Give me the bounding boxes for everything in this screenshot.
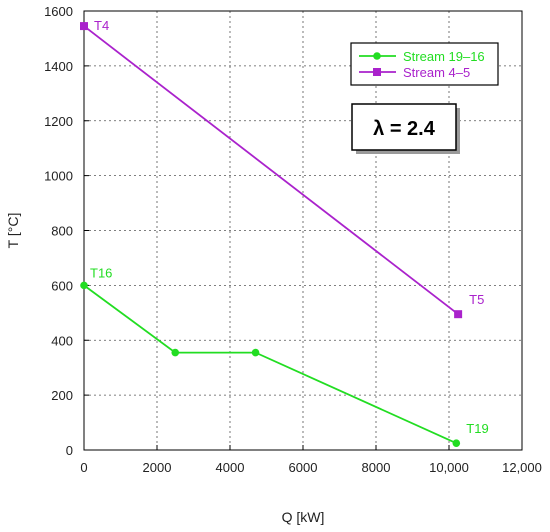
legend-entry-label: Stream 4–5 — [403, 65, 470, 80]
y-axis-label: T [°C] — [5, 213, 21, 249]
point-label: T19 — [466, 421, 488, 436]
legend-swatch-marker — [373, 52, 381, 60]
series-line — [83, 25, 459, 315]
data-point — [454, 310, 463, 319]
point-annotations: T4 T5 T16 T19 — [90, 18, 489, 436]
legend-swatch-marker — [373, 68, 381, 76]
x-tick-label: 0 — [80, 460, 87, 475]
data-point — [251, 348, 260, 357]
x-tick-label: 12,000 — [502, 460, 542, 475]
lambda-box: λ = 2.4 — [351, 103, 460, 154]
legend-box — [350, 42, 499, 86]
y-tick-label: 200 — [51, 388, 73, 403]
point-label: T4 — [94, 18, 109, 33]
data-point — [171, 348, 180, 357]
y-tick-label: 800 — [51, 224, 73, 239]
point-label: T16 — [90, 265, 112, 280]
series-line — [83, 284, 457, 444]
x-axis-label: Q [kW] — [282, 509, 325, 525]
lambda-box-frame — [351, 103, 457, 151]
data-point — [452, 439, 461, 447]
data-point — [80, 281, 88, 290]
x-tick-label: 10,000 — [429, 460, 469, 475]
legend-entry-label: Stream 19–16 — [403, 49, 485, 64]
y-tick-label: 600 — [51, 278, 73, 293]
y-tick-label: 0 — [66, 443, 73, 458]
y-tick-label: 400 — [51, 333, 73, 348]
x-tick-label: 4000 — [216, 460, 245, 475]
y-tick-label: 1000 — [44, 169, 73, 184]
y-tick-label: 1400 — [44, 59, 73, 74]
series-1 — [80, 281, 461, 447]
axis-ticks: 0 2000 4000 6000 8000 10,000 12,000 0 200 400 600 8… — [44, 4, 542, 475]
x-tick-label: 8000 — [362, 460, 391, 475]
y-tick-label: 1200 — [44, 114, 73, 129]
series-group — [80, 22, 463, 447]
point-label: T5 — [469, 292, 484, 307]
data-point — [80, 22, 88, 31]
x-tick-label: 6000 — [289, 460, 318, 475]
x-tick-label: 2000 — [143, 460, 172, 475]
series-2 — [80, 22, 463, 319]
y-tick-label: 1600 — [44, 4, 73, 19]
lambda-value: λ = 2.4 — [373, 118, 436, 140]
